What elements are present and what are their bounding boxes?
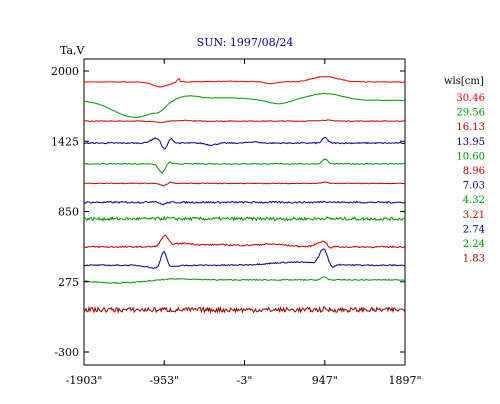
legend-entry: 2.24: [463, 239, 485, 250]
x-tick-label: -1903": [66, 374, 103, 387]
legend-entry: 7.03: [463, 181, 485, 192]
x-tick-label: -3": [237, 374, 253, 387]
y-tick-label: 275: [58, 276, 79, 289]
legend-entry: 13.95: [456, 137, 485, 148]
series-line-13-95: [83, 137, 406, 150]
legend-entry: 8.96: [463, 166, 485, 177]
y-tick-label: -300: [54, 346, 79, 359]
y-tick-label: 850: [58, 206, 79, 219]
series-line-2-24: [84, 276, 405, 284]
legend-entry: 30.46: [456, 93, 485, 104]
series-line-1-83: [83, 305, 406, 315]
legend-entry: 3.21: [463, 210, 485, 221]
x-tick-label: 1897": [388, 374, 421, 387]
legend: 30.46 29.56 16.13 13.95 10.60 8.96 7.03 4.32 3.2…: [456, 93, 485, 265]
series-layer: [83, 75, 406, 315]
legend-entry: 2.74: [463, 224, 485, 235]
series-line-7-03: [83, 200, 406, 206]
legend-entry: 29.56: [456, 108, 485, 119]
plot-frame: [83, 58, 406, 366]
series-line-10-60: [83, 158, 406, 174]
legend-entry: 1.83: [463, 254, 485, 265]
series-line-4-32: [83, 215, 406, 222]
legend-entry: 10.60: [456, 151, 485, 162]
series-line-30-46: [83, 75, 406, 88]
y-tick-label: 2000: [51, 65, 79, 78]
legend-title: wls[cm]: [444, 76, 484, 87]
series-line-2-74: [83, 248, 406, 270]
y-axis-label: Ta,V: [60, 44, 86, 57]
series-line-3-21: [83, 234, 406, 250]
x-tick-label: 947": [312, 374, 338, 387]
chart-title: SUN: 1997/08/24: [197, 36, 294, 49]
y-tick-label: 1425: [51, 135, 79, 148]
series-line-8-96: [83, 181, 406, 187]
legend-entry: 16.13: [456, 122, 485, 133]
legend-entry: 4.32: [463, 195, 485, 206]
series-line-16-13: [83, 119, 406, 124]
x-tick-label: -953": [149, 374, 179, 387]
tick-layer: -1903" -953" -3" 947" 1897" 2000 1425 850 275 -30…: [51, 59, 422, 387]
series-line-29-56: [83, 92, 406, 119]
